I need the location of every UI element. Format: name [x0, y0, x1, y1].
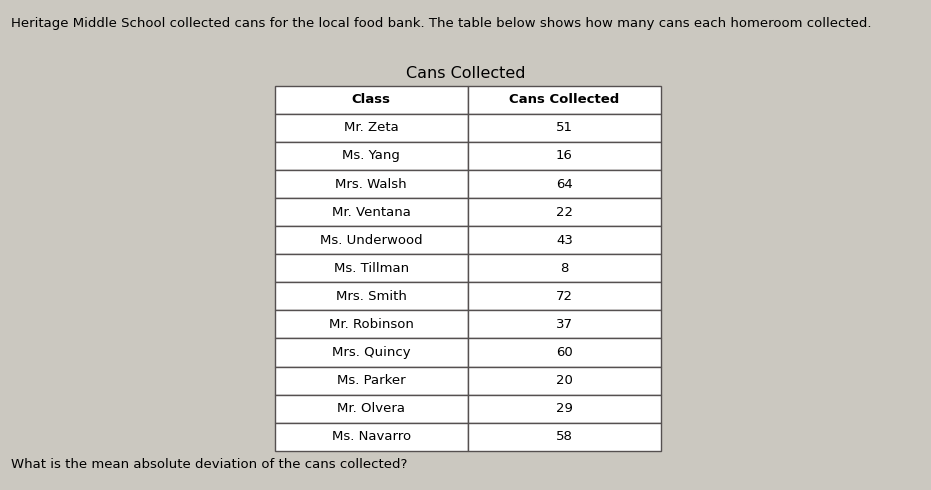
Text: What is the mean absolute deviation of the cans collected?: What is the mean absolute deviation of t…: [11, 458, 408, 471]
Text: Cans Collected: Cans Collected: [406, 66, 525, 81]
Text: Heritage Middle School collected cans for the local food bank. The table below s: Heritage Middle School collected cans fo…: [11, 17, 871, 30]
